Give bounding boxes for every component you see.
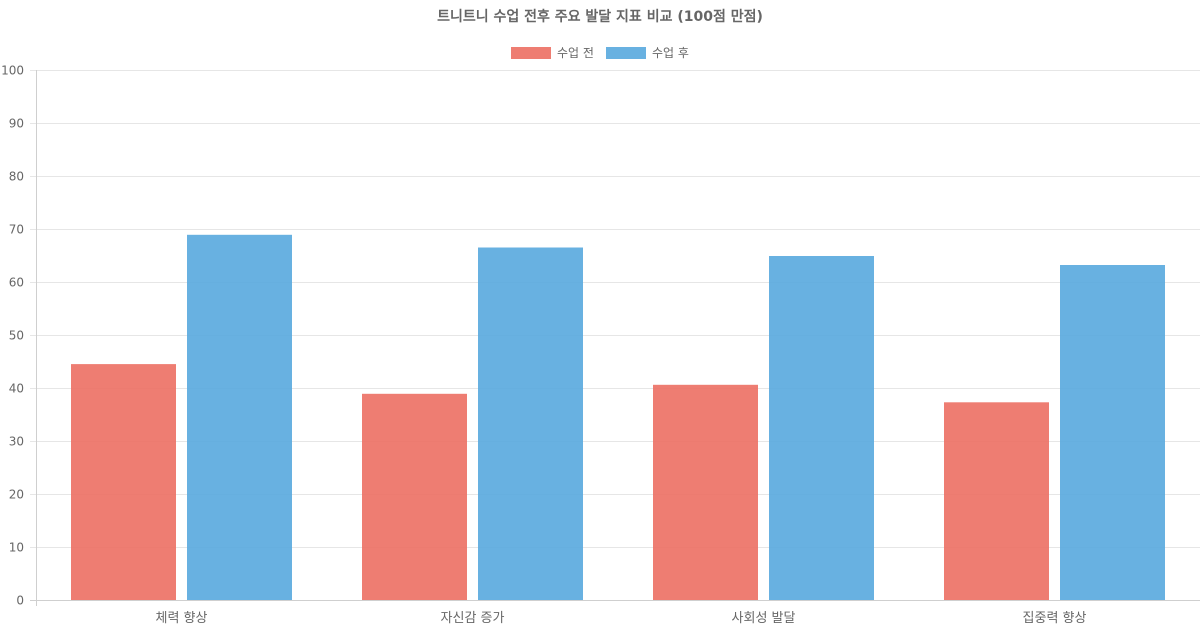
bar-before[interactable]	[71, 364, 176, 600]
legend-item-before[interactable]: 수업 전	[511, 46, 594, 60]
y-tick-label: 80	[9, 170, 24, 184]
bar-after[interactable]	[187, 234, 292, 601]
legend[interactable]: 수업 전 수업 후	[511, 46, 689, 60]
x-category-label: 집중력 향상	[1023, 611, 1087, 626]
y-tick-label: 0	[16, 594, 24, 608]
y-tick-label: 50	[9, 329, 24, 343]
y-tick-label: 30	[9, 435, 24, 449]
y-tick-label: 70	[9, 223, 24, 237]
y-tick-label: 10	[9, 541, 24, 555]
bar-before[interactable]	[944, 402, 1049, 600]
bar-after[interactable]	[769, 256, 874, 600]
x-category-label: 체력 향상	[156, 611, 208, 626]
y-tick-label: 60	[9, 276, 24, 290]
x-axis-labels: 체력 향상 자신감 증가 사회성 발달 집중력 향상	[156, 611, 1087, 626]
y-tick-label: 20	[9, 488, 24, 502]
x-category-label: 사회성 발달	[732, 611, 796, 626]
y-axis-ticks: 0 10 20 30 40 50 60 70 80 90 100	[1, 64, 24, 608]
legend-item-after[interactable]: 수업 후	[606, 46, 689, 60]
bars	[71, 234, 1165, 601]
y-tick-label: 100	[1, 64, 24, 78]
x-category-label: 자신감 증가	[441, 611, 505, 626]
y-tick-label: 40	[9, 382, 24, 396]
chart-title: 트니트니 수업 전후 주요 발달 지표 비교 (100점 만점)	[437, 8, 763, 25]
y-tick-label: 90	[9, 117, 24, 131]
bar-before[interactable]	[653, 384, 758, 600]
bar-after[interactable]	[478, 247, 583, 601]
legend-swatch	[511, 47, 551, 59]
bar-before[interactable]	[362, 393, 467, 600]
legend-label: 수업 후	[652, 46, 689, 60]
legend-swatch	[606, 47, 646, 59]
legend-label: 수업 전	[557, 46, 594, 60]
bar-after[interactable]	[1060, 265, 1165, 600]
